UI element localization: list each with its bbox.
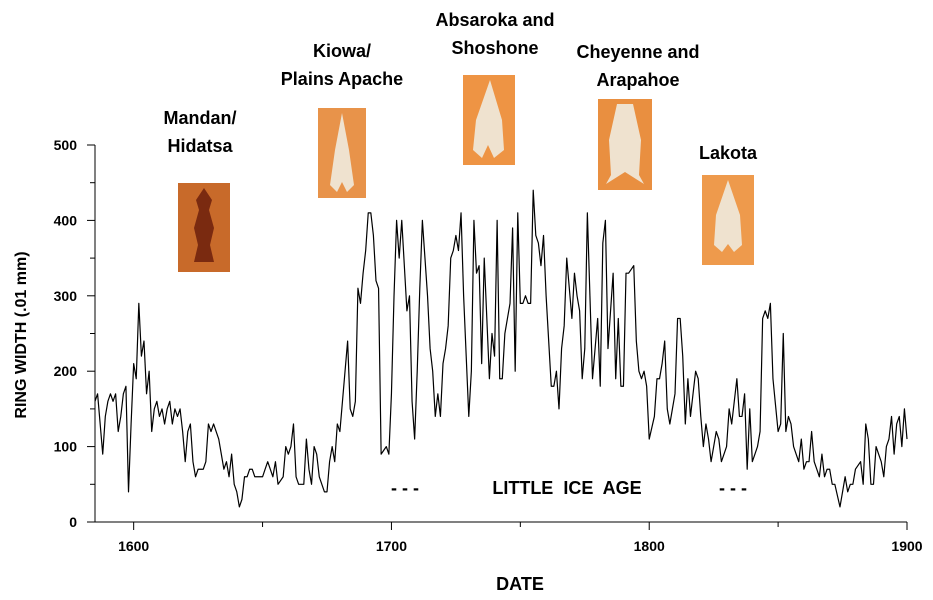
arrowhead [714, 180, 742, 252]
arrowhead [606, 104, 644, 184]
y-tick-label: 400 [54, 212, 78, 228]
tribe-label: Arapahoe [596, 70, 679, 90]
x-tick-label: 1900 [891, 538, 922, 554]
tribe-label: Absaroka and [435, 10, 554, 30]
y-tick-label: 500 [54, 137, 78, 153]
y-tick-label: 300 [54, 288, 78, 304]
tribe-label: Lakota [699, 143, 758, 163]
x-tick-label: 1600 [118, 538, 149, 554]
x-axis-label: DATE [496, 574, 544, 594]
tribe-label: Mandan/ [163, 108, 236, 128]
tribe-label: Plains Apache [281, 69, 403, 89]
y-tick-label: 100 [54, 439, 78, 455]
y-tick-label: 0 [69, 514, 77, 530]
arrowhead [194, 188, 214, 262]
tribe-label: Kiowa/ [313, 41, 371, 61]
tribe-label: Cheyenne and [576, 42, 699, 62]
tribe-label: Hidatsa [167, 136, 233, 156]
period-label: - - - [391, 478, 419, 498]
y-axis-label: RING WIDTH (.01 mm) [13, 251, 30, 418]
x-tick-label: 1700 [376, 538, 407, 554]
arrowhead [473, 80, 504, 158]
y-tick-label: 200 [54, 363, 78, 379]
data-line [94, 189, 908, 508]
tribe-label: Shoshone [451, 38, 538, 58]
arrowhead [330, 113, 354, 192]
arrowhead-images [178, 75, 754, 272]
x-tick-label: 1800 [634, 538, 665, 554]
period-label: - - - [719, 478, 747, 498]
period-label: LITTLE ICE AGE [492, 478, 641, 498]
